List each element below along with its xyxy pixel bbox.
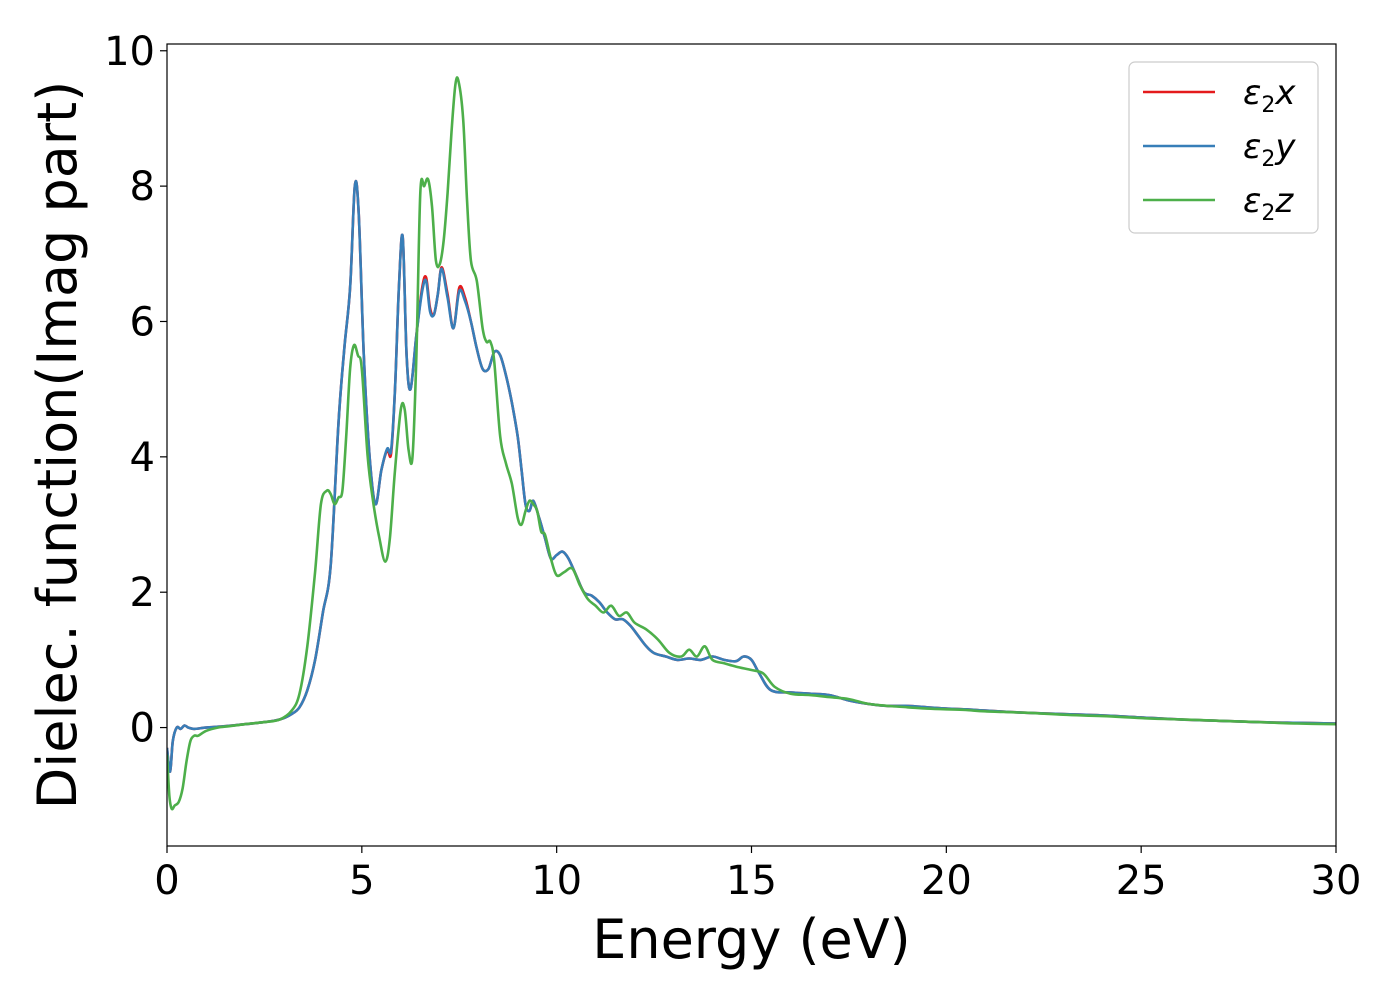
y-tick-label: 8 [130, 164, 155, 210]
y-tick-label: 2 [130, 570, 155, 616]
legend-label-z: ε2z [1243, 181, 1294, 226]
series-layer [167, 76, 1336, 811]
legend-box [1128, 61, 1319, 234]
ticks-layer: 0 5 10 15 20 25 30 0 2 4 6 8 10 [104, 29, 1361, 904]
x-tick-label: 15 [726, 858, 777, 904]
legend-label-y: ε2y [1243, 127, 1296, 172]
x-axis-label: Energy (eV) [592, 908, 911, 971]
x-tick-label: 30 [1311, 858, 1362, 904]
y-axis-label: Dielec. function(Imag part) [26, 81, 89, 810]
y-tick-label: 10 [104, 29, 155, 75]
y-tick-label: 0 [130, 706, 155, 752]
x-tick-label: 10 [531, 858, 582, 904]
x-tick-label: 25 [1116, 858, 1167, 904]
y-tick-label: 6 [130, 299, 155, 345]
x-tick-label: 5 [349, 858, 374, 904]
x-tick-label: 0 [154, 858, 179, 904]
x-tick-label: 20 [921, 858, 972, 904]
legend: ε2x ε2y ε2z [1128, 61, 1319, 234]
y-tick-label: 4 [130, 435, 155, 481]
series-line-epsilon2z [167, 76, 1336, 811]
series-line-epsilon2y [167, 179, 1336, 773]
legend-label-x: ε2x [1243, 73, 1296, 118]
